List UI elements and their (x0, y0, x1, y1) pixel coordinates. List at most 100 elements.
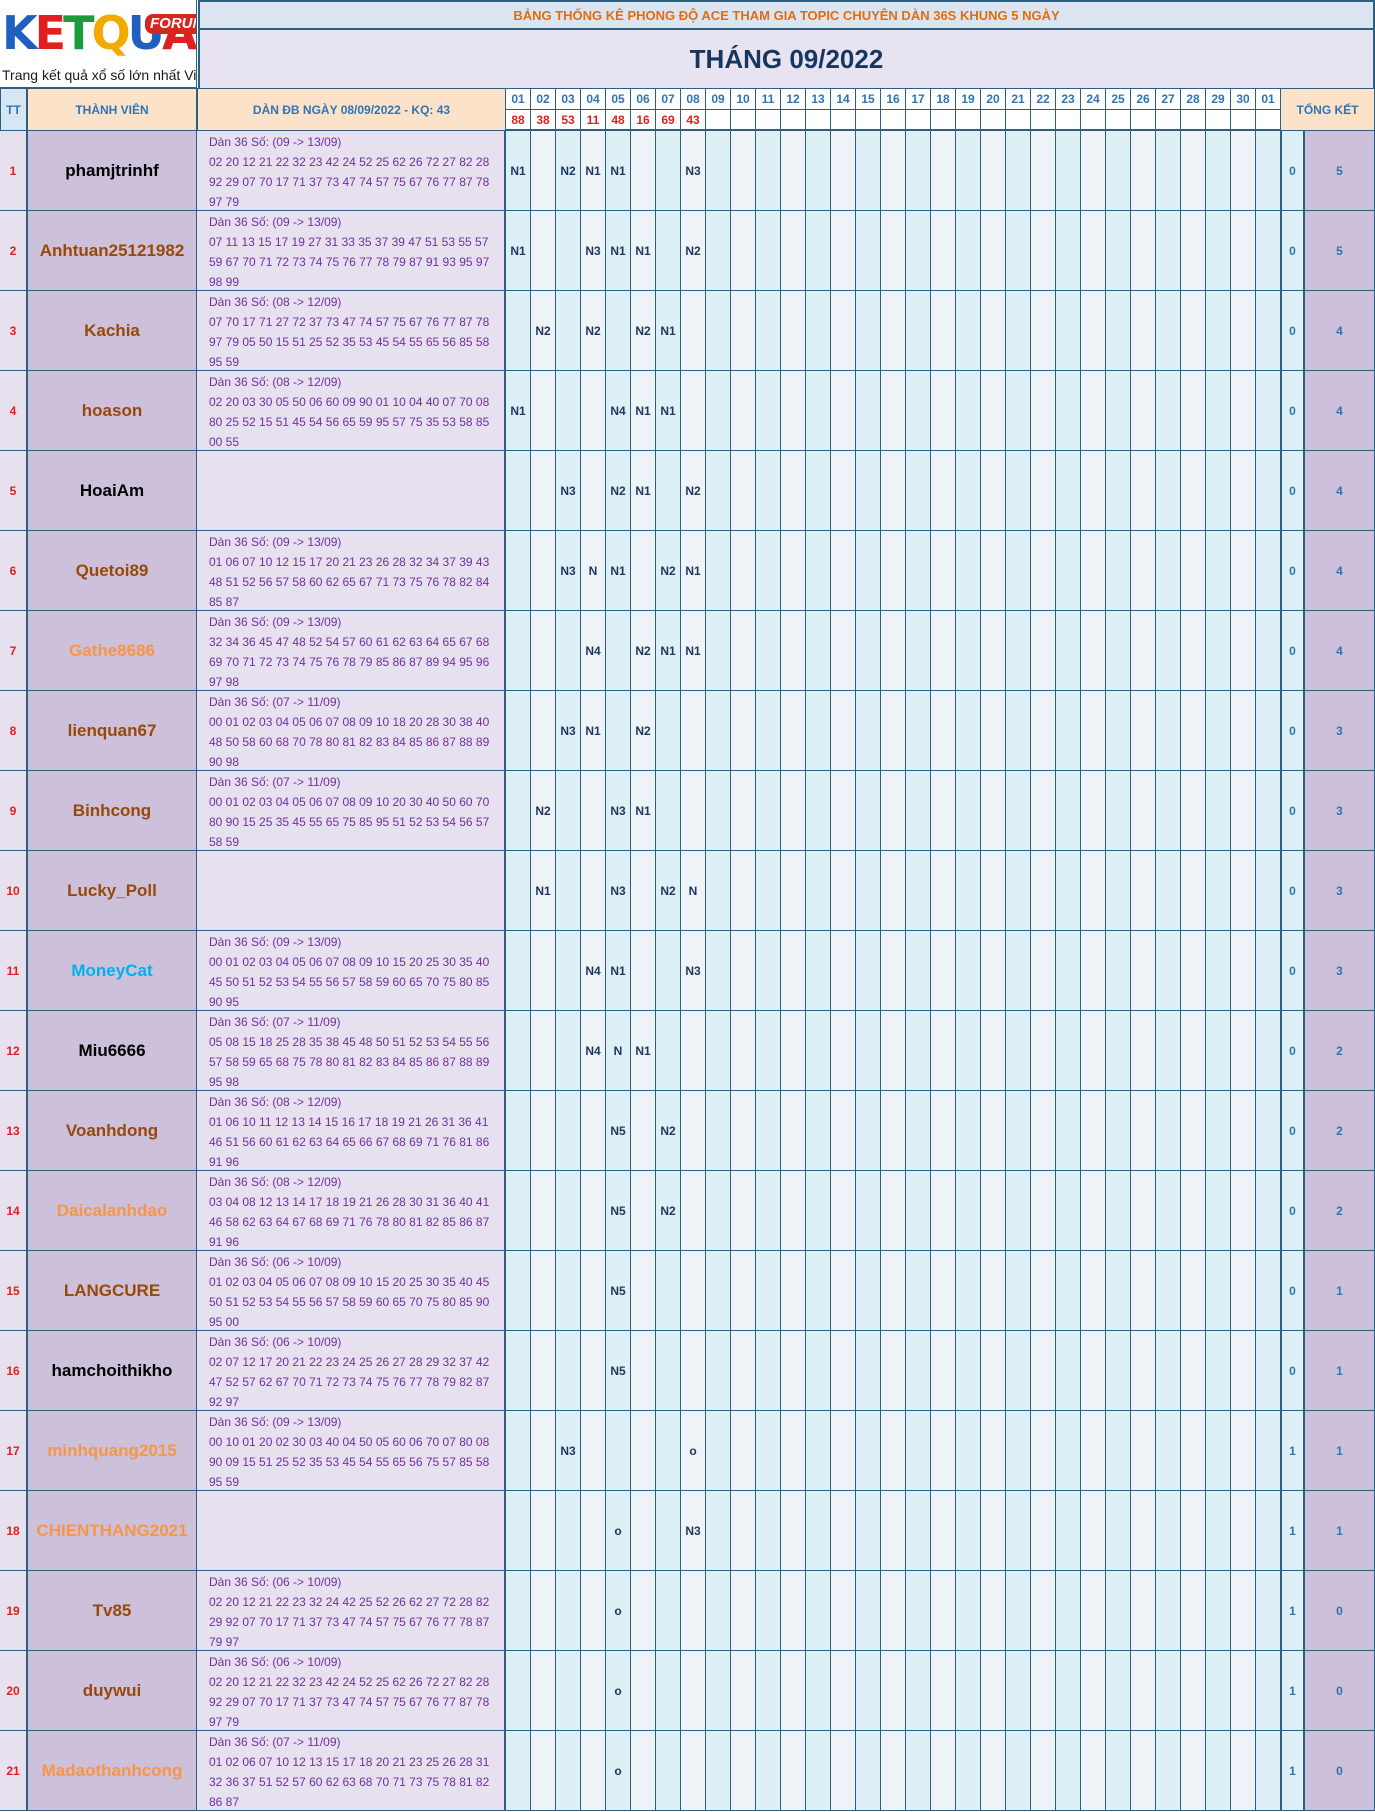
day-mark (831, 1731, 856, 1811)
day-mark: N1 (531, 851, 556, 931)
member-name[interactable]: Voanhdong (27, 1091, 197, 1171)
day-mark: N1 (631, 771, 656, 851)
summary-win-count: 1 (1280, 1571, 1304, 1651)
day-mark (981, 1651, 1006, 1731)
dan-line: Dàn 36 Số: (07 -> 11/09) (209, 695, 341, 709)
day-mark (931, 131, 956, 211)
day-mark (631, 1251, 656, 1331)
day-mark (731, 371, 756, 451)
day-mark (956, 691, 981, 771)
dan-line: Dàn 36 Số: (09 -> 13/09) (209, 135, 342, 149)
day-mark (1031, 131, 1056, 211)
day-mark (706, 1011, 731, 1091)
member-name[interactable]: Gathe8686 (27, 611, 197, 691)
member-name[interactable]: Kachia (27, 291, 197, 371)
day-mark (731, 1091, 756, 1171)
member-name[interactable]: MoneyCat (27, 931, 197, 1011)
dan-line: 48 51 52 56 57 58 60 62 65 67 71 73 75 7… (209, 575, 490, 589)
member-name[interactable]: Lucky_Poll (27, 851, 197, 931)
day-mark (806, 211, 831, 291)
member-name[interactable]: Miu6666 (27, 1011, 197, 1091)
member-name[interactable]: duywui (27, 1651, 197, 1731)
member-name[interactable]: minhquang2015 (27, 1411, 197, 1491)
day-mark (556, 771, 581, 851)
day-mark (906, 611, 931, 691)
day-mark (706, 611, 731, 691)
day-mark (606, 291, 631, 371)
member-name[interactable]: CHIENTHANG2021 (27, 1491, 197, 1571)
member-name[interactable]: Madaothanhcong (27, 1731, 197, 1811)
day-mark (506, 1571, 531, 1651)
day-mark (556, 1651, 581, 1731)
dan-line: 91 96 (209, 1155, 240, 1169)
day-mark (1231, 451, 1256, 531)
summary-win-count: 0 (1280, 211, 1304, 291)
member-name[interactable]: Daicalanhdao (27, 1171, 197, 1251)
day-mark (731, 1171, 756, 1251)
day-mark (956, 851, 981, 931)
member-name[interactable]: Binhcong (27, 771, 197, 851)
site-logo[interactable]: KETQUA2 FORUM Trang kết quả xổ số lớn nh… (0, 0, 197, 88)
day-header: 25 (1106, 88, 1131, 110)
day-mark (1231, 1411, 1256, 1491)
member-name[interactable]: phamjtrinhf (27, 131, 197, 211)
day-mark (506, 1011, 531, 1091)
day-mark (1081, 1011, 1106, 1091)
day-mark (756, 1731, 781, 1811)
day-mark (1056, 611, 1081, 691)
day-mark (981, 611, 1006, 691)
day-mark (1106, 1411, 1131, 1491)
day-mark: N2 (631, 691, 656, 771)
day-mark (581, 1571, 606, 1651)
day-mark (931, 1091, 956, 1171)
member-name[interactable]: Anhtuan25121982 (27, 211, 197, 291)
dan-line: 50 51 52 53 54 55 56 57 58 59 60 65 70 7… (209, 1295, 490, 1309)
member-name[interactable]: LANGCURE (27, 1251, 197, 1331)
day-mark (506, 771, 531, 851)
day-header: 28 (1181, 88, 1206, 110)
day-mark (731, 1331, 756, 1411)
day-mark: N1 (506, 371, 531, 451)
day-mark (506, 931, 531, 1011)
member-name[interactable]: Tv85 (27, 1571, 197, 1651)
dan-line: Dàn 36 Số: (09 -> 13/09) (209, 935, 342, 949)
day-mark (756, 931, 781, 1011)
day-mark (806, 451, 831, 531)
dan-line: 01 06 10 11 12 13 14 15 16 17 18 19 21 2… (209, 1115, 489, 1129)
dan-line: Dàn 36 Số: (06 -> 10/09) (209, 1255, 342, 1269)
member-name[interactable]: lienquan67 (27, 691, 197, 771)
day-mark (531, 1731, 556, 1811)
day-mark (856, 1251, 881, 1331)
day-header: 09 (706, 88, 731, 110)
day-header: 16 (881, 88, 906, 110)
day-mark (1031, 851, 1056, 931)
member-name[interactable]: HoaiAm (27, 451, 197, 531)
member-name[interactable]: hamchoithikho (27, 1331, 197, 1411)
day-mark (1056, 211, 1081, 291)
column-header-summary: TỔNG KẾT (1280, 88, 1375, 131)
day-mark (1256, 371, 1281, 451)
day-result (981, 110, 1006, 131)
day-result: 11 (581, 110, 606, 131)
summary-total: 3 (1304, 931, 1375, 1011)
day-mark: N1 (631, 371, 656, 451)
day-mark (1206, 531, 1231, 611)
day-mark (931, 531, 956, 611)
dan-numbers: Dàn 36 Số: (07 -> 11/09) 05 08 15 18 25 2… (197, 1011, 506, 1091)
day-mark (831, 691, 856, 771)
day-mark (856, 451, 881, 531)
day-mark: o (681, 1411, 706, 1491)
dan-line: Dàn 36 Số: (08 -> 12/09) (209, 1175, 342, 1189)
member-name[interactable]: hoason (27, 371, 197, 451)
day-mark (1106, 291, 1131, 371)
dan-line: 79 97 (209, 1635, 240, 1649)
day-mark (631, 531, 656, 611)
day-mark (1156, 1011, 1181, 1091)
day-mark (881, 1331, 906, 1411)
row-index: 18 (0, 1491, 27, 1571)
member-name[interactable]: Quetoi89 (27, 531, 197, 611)
day-mark (1106, 1011, 1131, 1091)
day-mark (1081, 211, 1106, 291)
summary-total: 3 (1304, 691, 1375, 771)
